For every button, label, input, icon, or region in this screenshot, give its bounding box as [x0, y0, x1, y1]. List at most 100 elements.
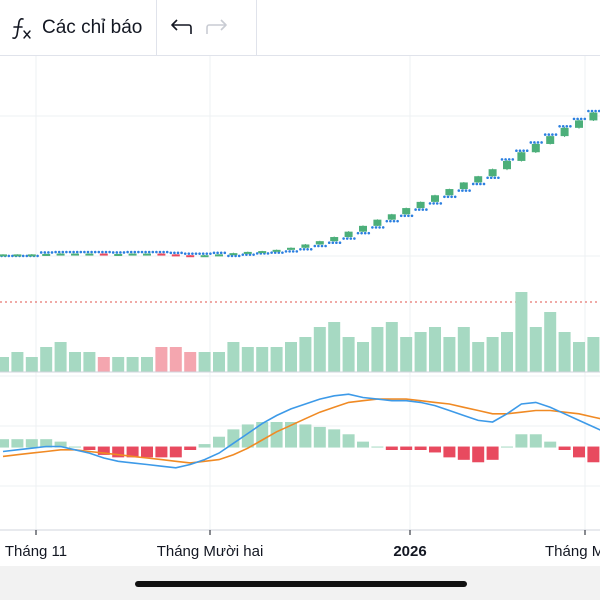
macd-histogram-bar — [558, 446, 571, 450]
candle-body — [517, 152, 526, 161]
candle-body — [315, 241, 324, 245]
sar-dot — [248, 253, 252, 256]
indicators-button[interactable]: Các chỉ báo — [0, 0, 158, 55]
candle-body — [589, 112, 598, 121]
sar-dot — [543, 133, 547, 136]
candle-body — [114, 253, 123, 256]
sar-dot — [371, 226, 374, 229]
x-tick-label: Tháng Mười hai — [157, 543, 264, 560]
sar-dot — [428, 202, 432, 205]
sar-dot — [176, 251, 180, 255]
macd-histogram-bar — [385, 446, 398, 450]
sar-dot — [252, 253, 255, 256]
sar-dot — [435, 202, 439, 205]
sar-dot — [385, 219, 389, 223]
home-indicator-bar[interactable] — [135, 581, 467, 587]
sar-dot — [320, 244, 324, 248]
candle-body — [85, 253, 94, 256]
sar-dot — [68, 250, 72, 254]
sar-dot — [61, 250, 65, 254]
sar-dot — [108, 250, 111, 254]
sar-dot — [417, 208, 421, 211]
sar-dot — [183, 252, 187, 255]
sar-dot — [518, 149, 522, 153]
sar-dot — [515, 149, 518, 153]
macd-histogram-bar — [83, 446, 96, 450]
sar-dot — [345, 237, 349, 240]
macd-histogram-bar — [515, 434, 528, 448]
macd-histogram-bar — [342, 434, 355, 448]
sar-dot — [273, 251, 277, 254]
volume-bar — [573, 342, 585, 372]
redo-button[interactable] — [199, 0, 235, 55]
candle-body — [503, 160, 511, 170]
sar-dot — [187, 252, 191, 255]
sar-dot — [374, 226, 378, 229]
x-tick-label: Tháng M — [545, 543, 600, 560]
sar-dot — [479, 182, 482, 186]
sar-dot — [151, 250, 155, 254]
sar-dot — [522, 149, 525, 153]
candle-body — [56, 253, 65, 256]
sar-dot — [551, 133, 554, 136]
sar-dot — [209, 252, 212, 255]
chart-toolbar: Các chỉ báo — [0, 0, 600, 56]
candle-body — [13, 254, 22, 257]
macd-histogram-bar — [112, 446, 125, 458]
macd-histogram-bar — [241, 424, 254, 448]
sar-dot — [158, 250, 162, 254]
candle-body — [157, 253, 166, 256]
sar-dot — [205, 252, 209, 255]
sar-dot — [39, 251, 43, 254]
candle-body — [445, 189, 454, 196]
sar-dot — [227, 254, 230, 258]
sar-dot — [331, 241, 335, 244]
volume-bar — [184, 352, 197, 372]
sar-dot — [381, 226, 385, 229]
sar-dot — [47, 251, 50, 254]
sar-dot — [500, 158, 504, 161]
sar-dot — [111, 251, 115, 254]
volume-bar — [155, 347, 168, 372]
sar-dot — [378, 226, 381, 229]
macd-histogram-bar — [414, 446, 427, 450]
sar-dot — [57, 250, 61, 254]
sar-dot — [590, 109, 594, 113]
sar-dot — [50, 251, 54, 254]
sar-dot — [540, 141, 543, 144]
sar-dot — [482, 182, 486, 186]
sar-dot — [133, 250, 137, 254]
sar-dot — [356, 231, 360, 235]
sar-dot — [403, 214, 407, 218]
sar-dot — [281, 251, 284, 254]
sar-dot — [475, 182, 479, 186]
sar-dot — [119, 251, 122, 254]
macd-line — [2, 393, 600, 469]
sar-dot — [97, 250, 101, 254]
sar-dot — [576, 117, 579, 121]
sar-dot — [468, 189, 471, 192]
sar-dot — [457, 189, 461, 192]
undo-button[interactable] — [163, 0, 199, 55]
candle-body — [243, 251, 252, 254]
sar-dot — [324, 244, 327, 248]
candle-body — [373, 219, 382, 226]
candle-body — [128, 253, 137, 256]
sar-dot — [223, 251, 227, 255]
sar-dot — [511, 158, 515, 161]
sar-dot — [453, 195, 457, 199]
volume-bar — [141, 357, 153, 372]
sar-dot — [561, 125, 565, 128]
sar-dot — [25, 254, 29, 258]
sar-dot — [597, 109, 600, 113]
sar-dot — [291, 250, 295, 253]
sar-dot — [165, 250, 169, 254]
home-indicator-area — [0, 566, 600, 600]
sar-dot — [129, 250, 133, 254]
candle-body — [560, 127, 569, 137]
sar-dot — [230, 254, 234, 258]
sar-dot — [237, 254, 241, 258]
volume-bar — [313, 327, 326, 372]
price-chart[interactable]: Tháng 11 Tháng Mười hai 2026 Tháng M — [0, 56, 600, 566]
undo-arrow-icon — [171, 18, 193, 34]
